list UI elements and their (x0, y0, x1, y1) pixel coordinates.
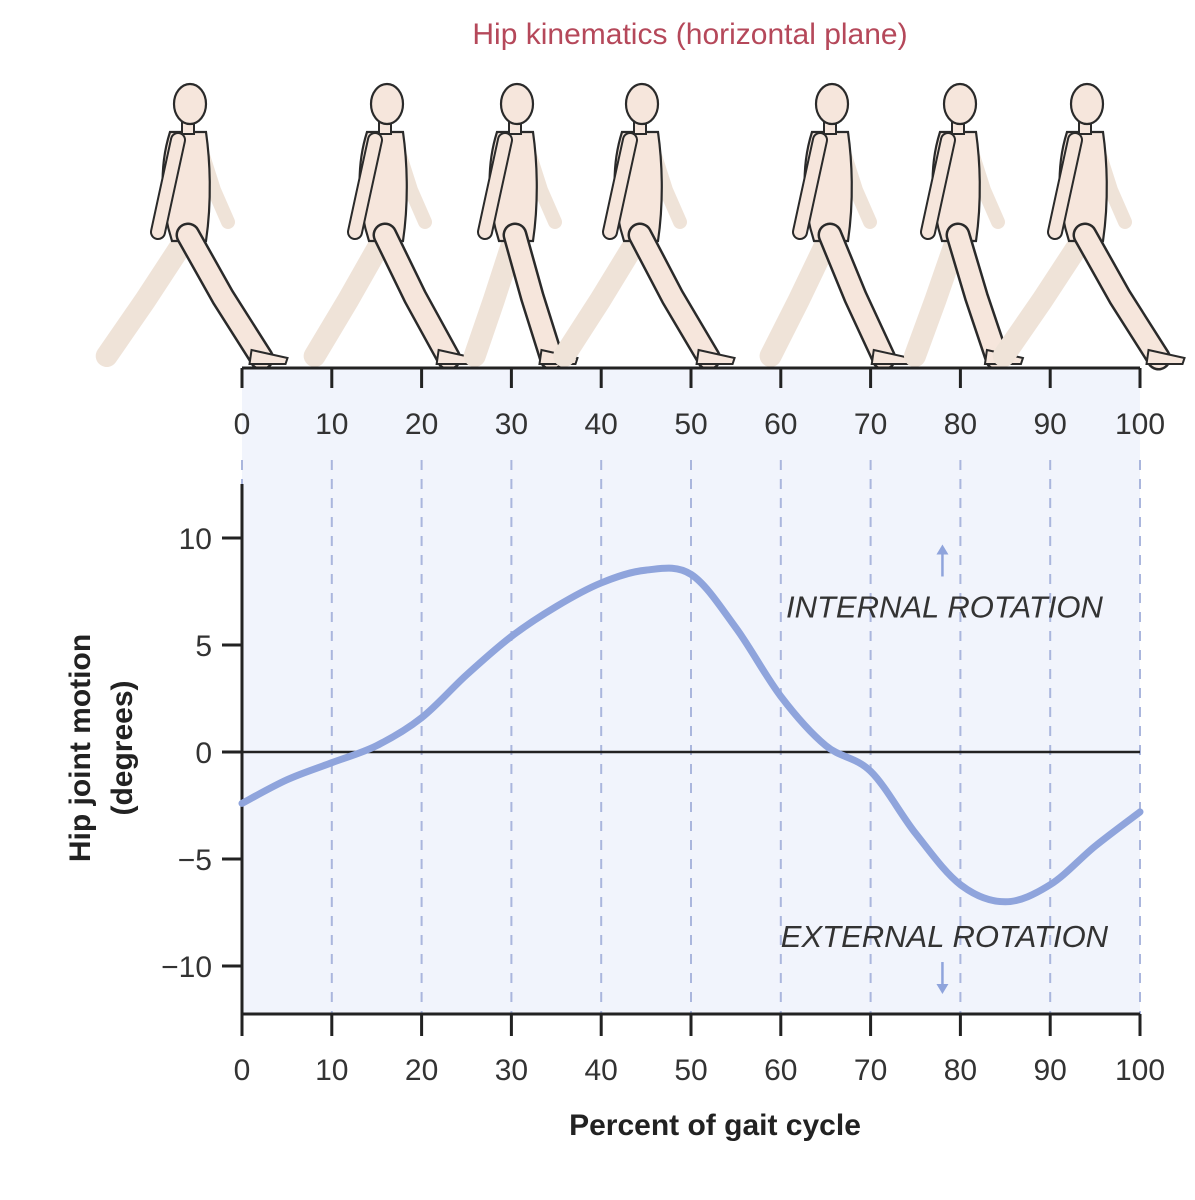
top-x-tick-label: 0 (234, 408, 251, 441)
x-tick-label: 50 (674, 1054, 707, 1087)
walking-figure-icon (303, 82, 476, 371)
x-tick-label: 80 (944, 1054, 977, 1087)
chart-title: Hip kinematics (horizontal plane) (472, 18, 907, 51)
annotation-label: EXTERNAL ROTATION (781, 919, 1109, 954)
y-tick-label: −5 (178, 844, 212, 877)
top-x-tick-label: 10 (315, 408, 348, 441)
y-tick-label: 0 (195, 737, 212, 770)
walking-figure-strip (95, 82, 1186, 371)
arrow-up-icon (936, 544, 949, 577)
walking-figure-icon (463, 82, 579, 371)
walking-figure-icon (759, 82, 912, 371)
x-tick-label: 0 (234, 1054, 251, 1087)
annotation-label: INTERNAL ROTATION (786, 589, 1104, 624)
top-x-tick-label: 20 (405, 408, 438, 441)
top-x-tick-label: 60 (764, 408, 797, 441)
top-x-tick-label: 50 (674, 408, 707, 441)
y-tick-label: 5 (195, 630, 212, 663)
x-tick-label: 70 (854, 1054, 887, 1087)
x-tick-label: 30 (495, 1054, 528, 1087)
walking-figure-icon (903, 82, 1025, 371)
x-tick-labels: 0 10 20 30 40 50 60 70 80 90 100 (234, 1014, 1165, 1087)
x-tick-label: 100 (1115, 1054, 1165, 1087)
top-gait-axis: 0 10 20 30 40 50 60 70 80 90 100 (234, 366, 1165, 441)
walking-figure-icon (95, 82, 289, 371)
y-tick-label: −10 (161, 951, 212, 984)
y-axis-label-line-1: Hip joint motion (64, 634, 97, 862)
x-tick-label: 10 (315, 1054, 348, 1087)
x-axis-label: Percent of gait cycle (569, 1109, 861, 1142)
x-tick-label: 90 (1034, 1054, 1067, 1087)
top-x-tick-label: 90 (1034, 408, 1067, 441)
top-x-tick-label: 40 (585, 408, 618, 441)
y-tick-label: 10 (179, 523, 212, 556)
x-tick-label: 20 (405, 1054, 438, 1087)
y-tick-labels: 10 5 0 −5 −10 (161, 523, 242, 984)
top-x-tick-label: 100 (1115, 408, 1165, 441)
walking-figure-icon (992, 82, 1186, 371)
top-x-tick-label: 80 (944, 408, 977, 441)
arrow-down-icon (936, 962, 949, 995)
top-x-tick-label: 70 (854, 408, 887, 441)
x-tick-label: 60 (764, 1054, 797, 1087)
top-x-tick-label: 30 (495, 408, 528, 441)
y-axis-label-line-2: (degrees) (106, 680, 139, 815)
rotation-annotations: INTERNAL ROTATION EXTERNAL ROTATION (781, 544, 1109, 995)
x-tick-label: 40 (585, 1054, 618, 1087)
walking-figure-icon (553, 82, 736, 371)
y-axis-label: Hip joint motion (degrees) (64, 634, 139, 862)
hip-rotation-curve (238, 564, 1144, 906)
